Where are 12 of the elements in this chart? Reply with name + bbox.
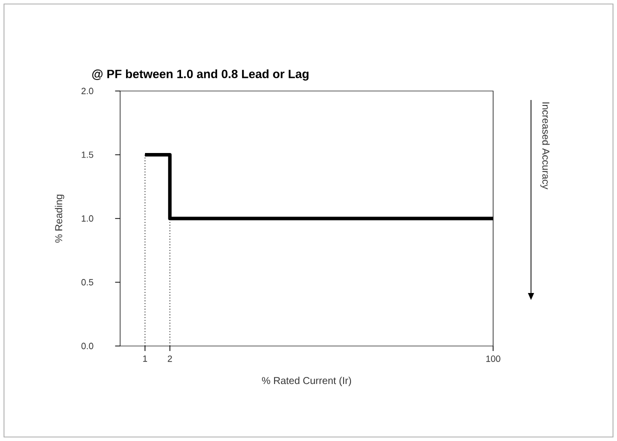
- y-tick-label: 0.5: [81, 279, 94, 286]
- text: Increased Accuracy: [540, 102, 550, 190]
- x-tick-label: 2: [168, 356, 172, 362]
- y-tick-label: 0.0: [81, 342, 94, 350]
- y-axis-title: % Reading: [54, 194, 64, 243]
- chart-title: @ PF between 1.0 and 0.8 Lead or Lag: [92, 69, 308, 81]
- y-tick-label: 1.0: [82, 215, 94, 222]
- x-tick-label: 100: [486, 356, 500, 362]
- x-axis-title: % Rated Current (Ir): [262, 376, 352, 386]
- x-tick-label: 1: [143, 356, 148, 362]
- y-tick-label: 2.0: [82, 88, 94, 94]
- y-tick-label: 1.5: [82, 152, 94, 158]
